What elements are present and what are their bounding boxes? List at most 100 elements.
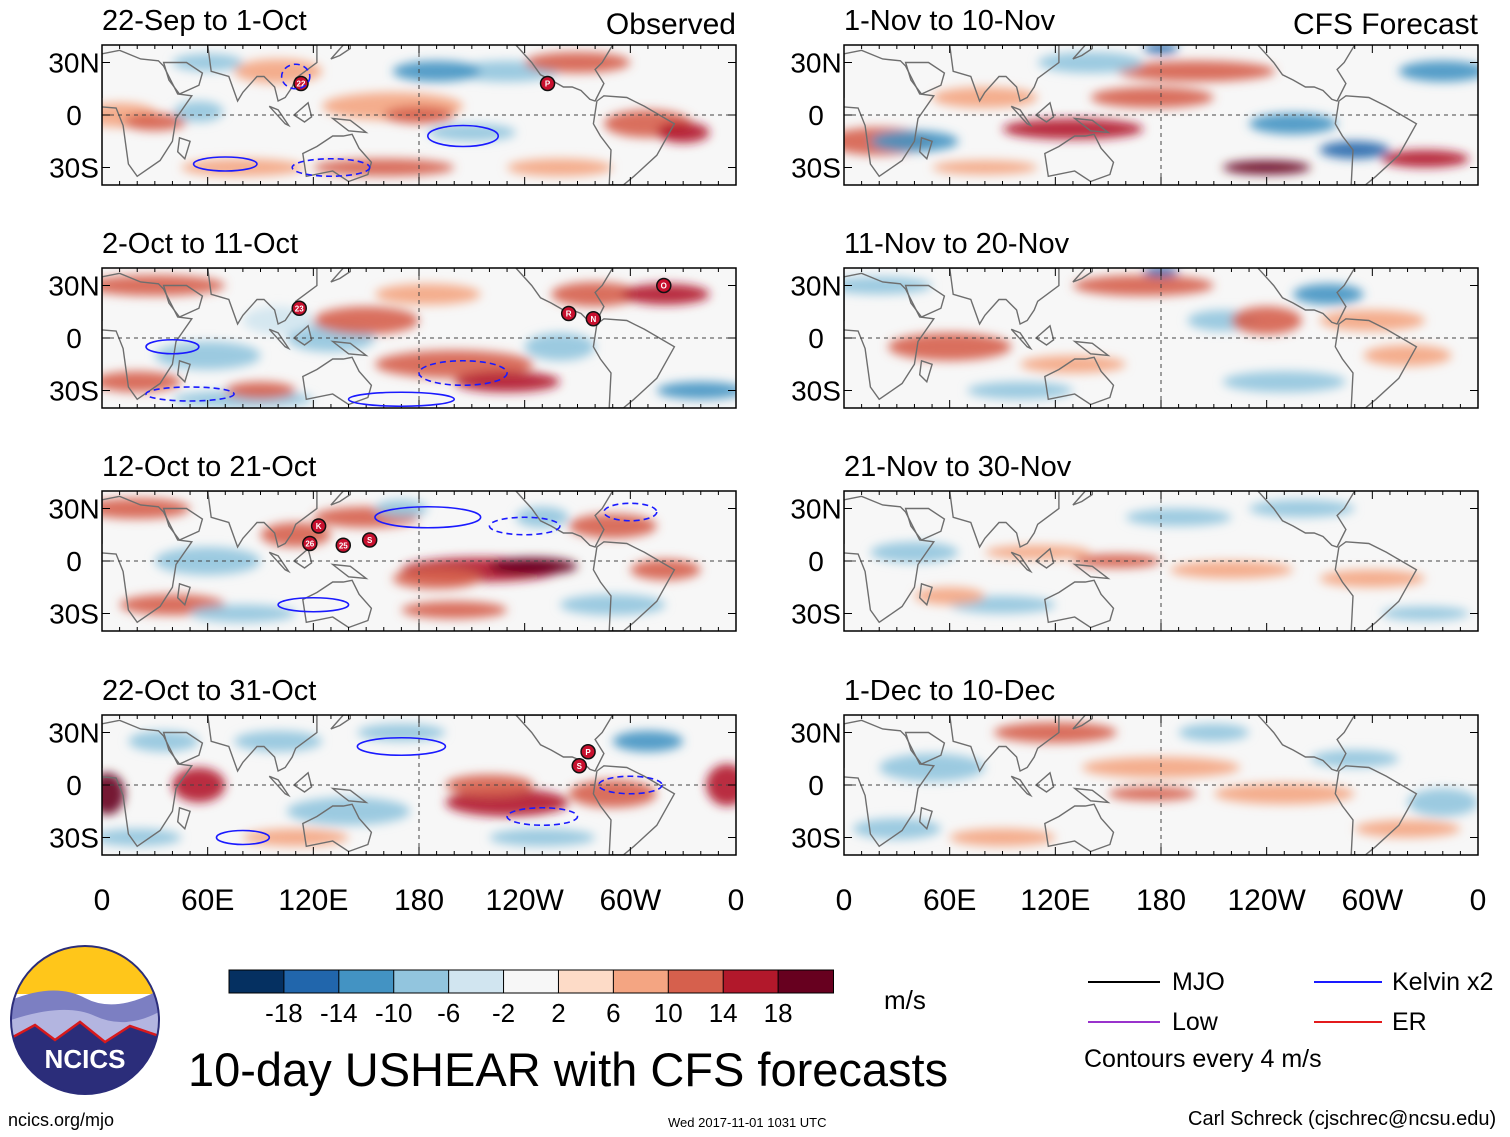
coastline (514, 45, 614, 102)
kelvin-contour (597, 775, 663, 795)
y-tick-label: 0 (66, 546, 82, 577)
shear-anomaly-blob (1090, 87, 1214, 108)
storm-label: 22 (297, 80, 306, 89)
coastline (102, 719, 194, 848)
coastline (176, 359, 191, 384)
storm-label: P (545, 80, 551, 89)
colorbar-swatch (393, 969, 450, 994)
shear-anomaly-blob (507, 158, 613, 177)
chart-panel-5: 30N 0 30S 11-Nov to 20-Nov (790, 228, 1479, 409)
colorbar-units: m/s (884, 985, 926, 1015)
kelvin-contour (192, 156, 258, 172)
y-tick-label: 30N (48, 271, 99, 302)
coastline (292, 324, 313, 346)
coastline (514, 268, 614, 325)
x-tick-label: 60E (181, 884, 234, 917)
kelvin-contour (280, 63, 311, 90)
coastline (330, 491, 351, 506)
coastline (918, 359, 933, 384)
shear-anomaly-blob (1398, 60, 1478, 82)
storm-label: 25 (339, 541, 348, 550)
shear-anomaly-blob (1381, 606, 1470, 621)
shear-anomaly-blob (630, 559, 701, 581)
coastline (1334, 318, 1418, 408)
shear-anomaly-blob (1381, 150, 1470, 168)
chart-panel-3: 30N 0 30S 22-Oct to 31-Oct PS (48, 675, 737, 856)
shear-anomaly-blob (1319, 569, 1426, 588)
coastline (1072, 491, 1094, 506)
shear-anomaly-blob (1125, 508, 1232, 526)
coastline (1072, 787, 1111, 804)
chart-panel-1: 30N 0 30S 2-Oct to 11-Oct 23 R N O (48, 228, 737, 409)
colorbar-swatch (722, 969, 780, 994)
chart-panel-4: 30N 0 30S 1-Nov to 10-Nov (790, 5, 1479, 186)
y-tick-label: 0 (66, 100, 82, 131)
coastline (206, 268, 318, 326)
legend-line-mjo (1088, 981, 1160, 983)
kelvin-contour (603, 502, 658, 522)
shear-anomaly-blob (374, 283, 481, 305)
coastline (330, 45, 351, 60)
shear-anomaly-blob (1002, 118, 1144, 140)
legend-line-low (1088, 1021, 1160, 1023)
storm-label: 23 (295, 304, 304, 313)
storm-label: K (316, 522, 322, 531)
coastline (948, 45, 1060, 103)
shear-anomaly-blob (1407, 788, 1478, 817)
coastline (1072, 268, 1094, 283)
coastline (102, 272, 194, 401)
kelvin-contour (356, 736, 447, 757)
legend-line-kelvin (1314, 981, 1382, 983)
shear-anomaly-blob (1108, 786, 1197, 801)
y-tick-label: 30N (790, 494, 841, 525)
shear-anomaly-blob (914, 587, 985, 605)
ncics-logo: NCICS (10, 945, 160, 1095)
panel-period-title: 22-Sep to 1-Oct (102, 5, 307, 37)
logo-text: NCICS (45, 1044, 126, 1074)
footer-url[interactable]: ncics.org/mjo (8, 1110, 115, 1130)
shear-anomaly-blob (225, 381, 296, 400)
shear-anomaly-blob (967, 381, 1073, 400)
coastline (904, 507, 946, 541)
panel-period-title: 12-Oct to 21-Oct (102, 451, 316, 483)
y-tick-label: 30N (48, 718, 99, 749)
figure-title: 10-day USHEAR with CFS forecasts (188, 1043, 949, 1096)
y-tick-label: 30N (790, 271, 841, 302)
kelvin-contour (215, 829, 271, 846)
chart-panel-6: 30N 0 30S 21-Nov to 30-Nov (790, 451, 1479, 632)
x-tick-label: 60W (599, 884, 661, 917)
shear-anomaly-blob (172, 53, 243, 72)
shear-anomaly-blob (551, 282, 640, 307)
shear-anomaly-blob (454, 371, 560, 393)
y-tick-label: 30S (791, 599, 841, 630)
shear-anomaly-blob (374, 350, 534, 379)
shear-anomaly-blob (392, 568, 481, 589)
storm-marker: S (571, 758, 588, 774)
shear-anomaly-blob (489, 557, 578, 575)
storm-marker: 23 (291, 300, 307, 316)
storm-label: O (661, 282, 667, 291)
shear-anomaly-blob (993, 722, 1117, 743)
coastline (1044, 579, 1115, 629)
panels-layer: 30N 0 30S 22-Sep to 1-Oct 22 P 30N 0 30S 2-Oct to… (48, 5, 1486, 917)
coastline (1034, 771, 1055, 793)
colorbar-label: 10 (654, 998, 683, 1028)
shear-anomaly-blob (174, 101, 224, 122)
coastline (176, 136, 191, 161)
chart-panel-2: 30N 0 30S 12-Oct to 21-Oct K26 25 S (48, 451, 737, 632)
legend-label-kelvin: Kelvin x2 (1392, 968, 1494, 996)
coastline (1334, 765, 1418, 855)
shear-anomaly-blob (313, 306, 419, 335)
y-tick-label: 30S (791, 153, 841, 184)
shear-anomaly-blob (949, 828, 1056, 847)
shear-anomaly-blob (445, 788, 569, 817)
colorbar-swatch (283, 969, 340, 994)
x-tick-label: 0 (836, 884, 853, 917)
shear-anomaly-blob (427, 123, 516, 142)
shear-anomaly-blob (357, 723, 446, 742)
panel-period-title: 21-Nov to 30-Nov (844, 451, 1072, 483)
shear-anomaly-blob (852, 818, 941, 840)
kelvin-contour (506, 806, 579, 827)
storm-marker: S (361, 532, 378, 548)
coastline (592, 95, 676, 185)
